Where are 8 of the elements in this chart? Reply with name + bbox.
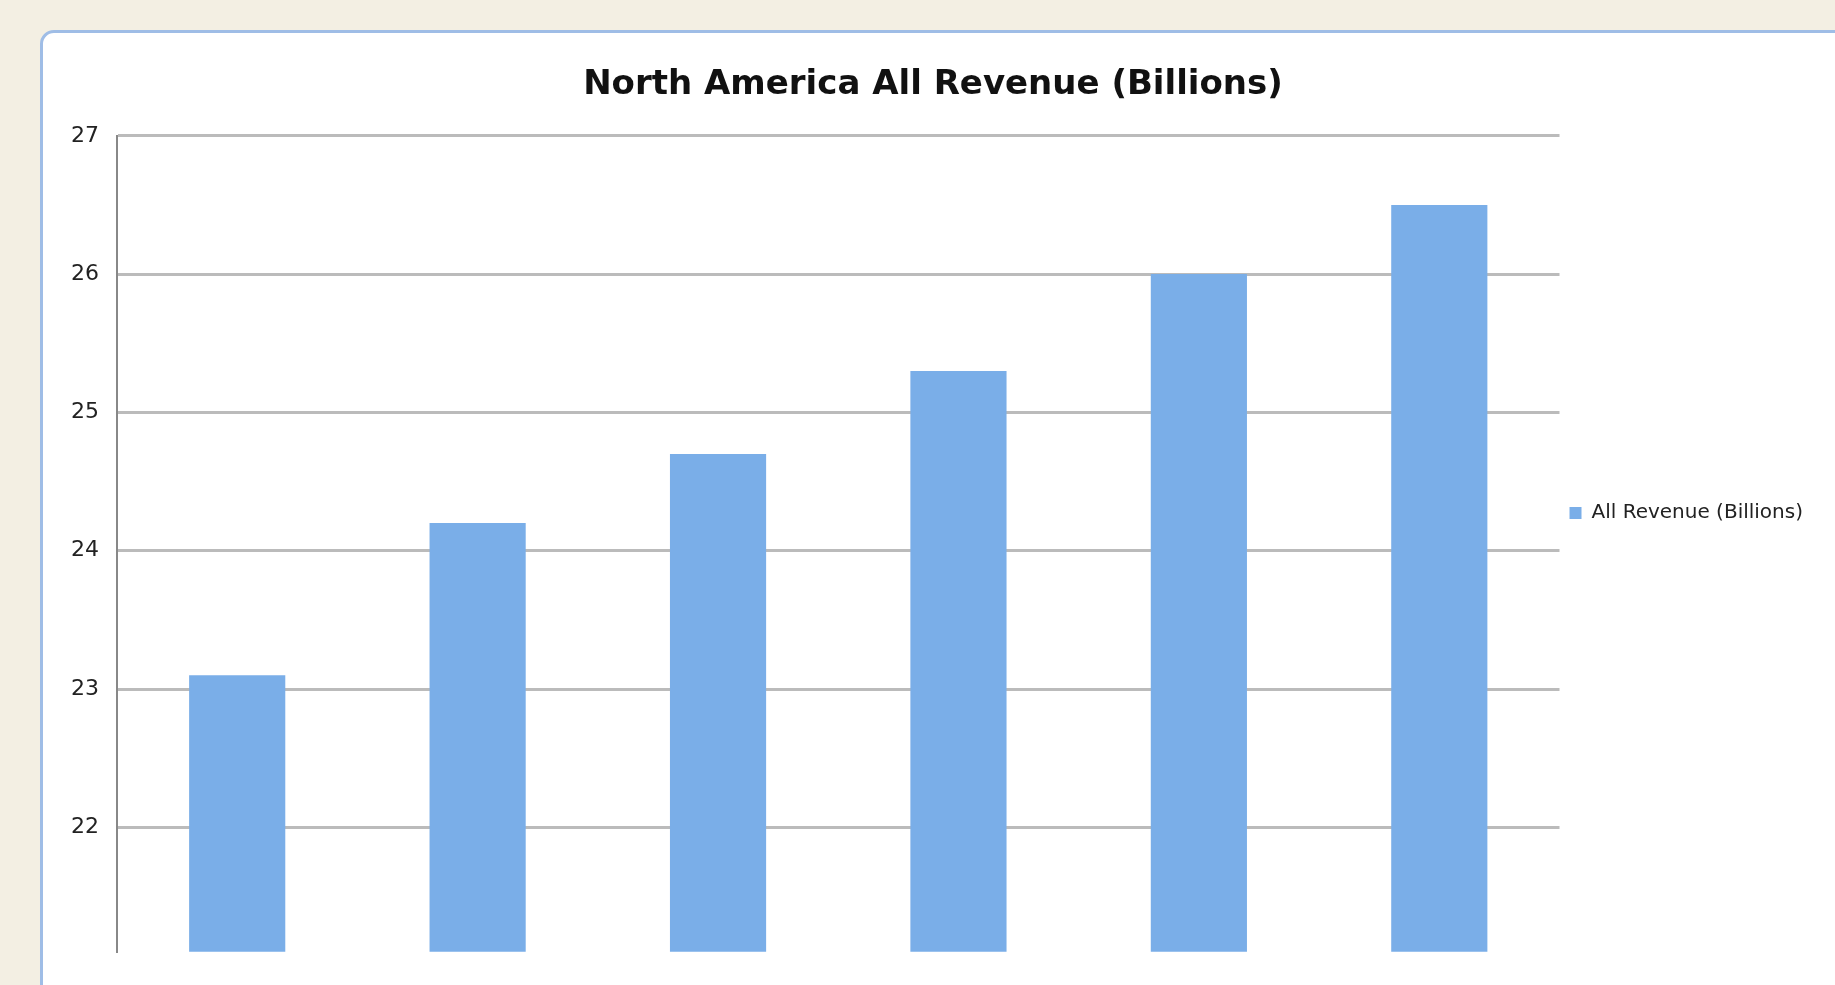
y-tick-label: 26 <box>70 259 99 285</box>
y-tick-label: 23 <box>70 674 99 700</box>
y-tick-label: 27 <box>70 121 99 147</box>
y-tick-label: 22 <box>70 813 99 839</box>
legend-label: All Revenue (Billions) <box>1591 499 1804 524</box>
y-tick-label: 25 <box>70 398 99 424</box>
y-tick-label: 24 <box>70 536 99 562</box>
chart-title: North America All Revenue (Billions) <box>583 62 1283 103</box>
